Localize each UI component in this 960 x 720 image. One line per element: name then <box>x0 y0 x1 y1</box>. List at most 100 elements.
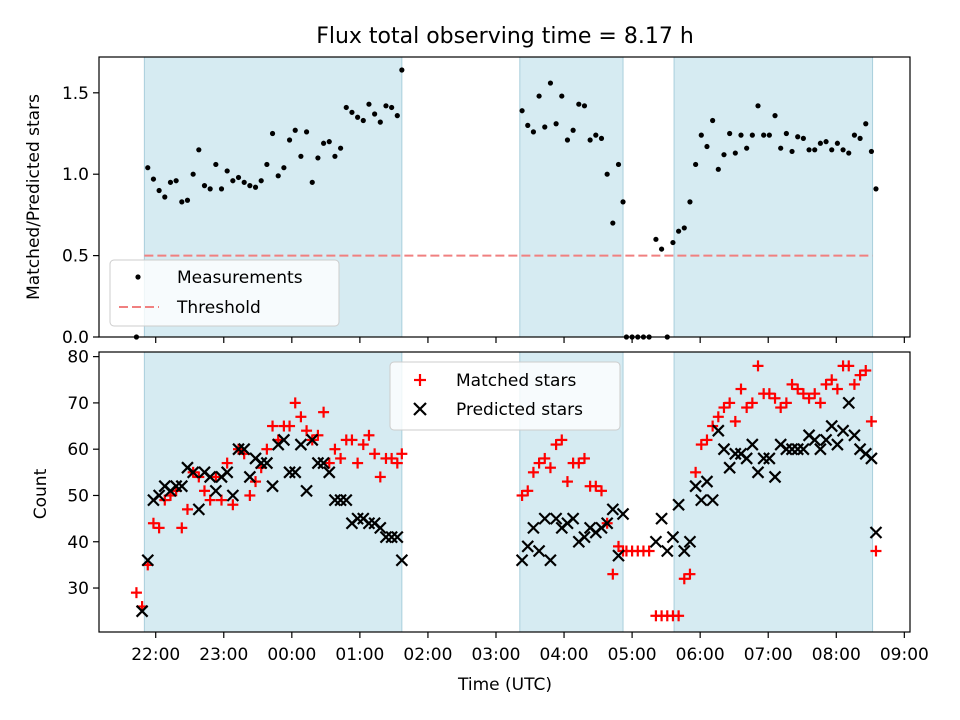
ratio-panel: 0.0 0.5 1.0 1.5 Matched/Predicted stars Mea… <box>24 56 911 348</box>
x-tick-label: 05:00 <box>608 645 657 665</box>
measurement-point <box>247 183 253 189</box>
measurement-point <box>241 179 247 185</box>
measurement-point <box>286 137 293 143</box>
matched-stars-point <box>556 434 568 446</box>
x-tick-label: 04:00 <box>540 645 589 665</box>
predicted-stars-marker-b <box>751 466 765 479</box>
predicted-stars-marker-b <box>243 470 257 484</box>
measurement-point <box>377 119 383 125</box>
count-y-tick-label: 30 <box>67 579 89 599</box>
matched-stars-point <box>550 439 562 451</box>
measurement-point <box>778 145 784 151</box>
matched-stars-point <box>848 378 860 390</box>
measurement-point <box>610 220 616 226</box>
count-y-tick-label: 60 <box>67 440 89 460</box>
observing-window-1 <box>143 351 403 633</box>
matched-stars-point <box>267 420 279 432</box>
predicted-stars-marker-b <box>317 456 330 470</box>
measurement-point <box>366 101 372 107</box>
matched-stars-point <box>329 443 341 455</box>
predicted-stars-marker-b <box>606 503 620 516</box>
x-tick-label: 08:00 <box>812 645 861 665</box>
matched-stars-point <box>763 388 775 400</box>
measurement-point <box>218 186 225 192</box>
matched-stars-point <box>786 378 798 390</box>
measurement-point <box>343 104 349 111</box>
predicted-stars-point <box>328 493 342 507</box>
predicted-stars-point <box>672 498 685 512</box>
predicted-stars-point <box>757 452 770 465</box>
predicted-stars-marker-b <box>322 466 336 479</box>
measurement-point <box>834 140 841 146</box>
predicted-stars-marker-b <box>678 544 691 558</box>
measurement-point <box>564 137 571 143</box>
predicted-stars-point <box>305 433 319 447</box>
measurement-point <box>190 171 196 177</box>
predicted-stars-marker-b <box>169 479 183 493</box>
measurement-point <box>710 117 716 124</box>
x-tick-label: 06:00 <box>676 645 725 665</box>
predicted-stars-marker-b <box>311 456 325 470</box>
predicted-stars-marker-b <box>266 479 279 493</box>
predicted-stars-marker-b <box>578 530 591 544</box>
predicted-stars-point <box>729 447 742 461</box>
predicted-stars-point <box>277 433 291 447</box>
x-tick-label: 03:00 <box>471 645 520 665</box>
matched-stars-point <box>335 452 347 464</box>
measurement-point <box>840 147 846 153</box>
matched-stars-point <box>181 503 193 515</box>
measurement-point <box>761 132 767 138</box>
matched-stars-point <box>301 425 313 437</box>
predicted-stars-point <box>869 526 883 539</box>
predicted-stars-marker-b <box>848 429 861 442</box>
matched-stars-point <box>701 434 713 446</box>
measurement-point <box>213 161 219 168</box>
matched-stars-point <box>673 610 685 622</box>
predicted-stars-point <box>288 466 302 479</box>
matched-stars-point <box>854 369 866 381</box>
count-y-tick-label: 80 <box>67 348 89 368</box>
matched-stars-point <box>860 365 872 377</box>
measurement-point <box>749 132 755 138</box>
predicted-stars-point <box>532 544 546 558</box>
measurement-point <box>196 147 202 153</box>
measurement-point <box>235 174 242 181</box>
predicted-stars-marker-b <box>566 512 580 525</box>
matched-stars-point <box>221 457 233 469</box>
matched-stars-point <box>374 471 386 483</box>
matched-stars-point <box>578 452 590 464</box>
predicted-stars-marker-b <box>780 442 793 456</box>
measurement-point <box>744 145 750 151</box>
measurement-point <box>167 179 174 185</box>
predicted-stars-point <box>515 553 529 567</box>
predicted-stars-marker-b <box>351 512 364 525</box>
predicted-stars-point <box>362 516 376 530</box>
predicted-stars-marker-b <box>785 442 799 456</box>
measurement-point <box>581 103 588 109</box>
measurement-point <box>179 199 185 205</box>
measurement-point <box>863 121 869 127</box>
predicted-stars-marker-b <box>549 512 563 525</box>
matched-stars-point <box>352 457 364 469</box>
count-panel: 30 40 50 60 70 80 22:00 23:00 00:00 01:00 02:00 03… <box>31 348 929 695</box>
count-y-tick-label: 40 <box>67 533 89 553</box>
matched-stars-point <box>718 402 730 414</box>
count-y-label: Count <box>31 468 51 519</box>
predicted-stars-point <box>220 466 234 479</box>
predicted-stars-marker-b <box>706 493 719 507</box>
predicted-stars-point <box>374 521 387 535</box>
count-y-tick-label: 70 <box>67 394 89 414</box>
predicted-stars-point <box>649 535 663 549</box>
observing-windows-top <box>143 56 874 338</box>
predicted-stars-point <box>527 521 540 535</box>
predicted-stars-marker-b <box>175 479 189 493</box>
legend-label-matched: Matched stars <box>456 371 576 391</box>
matched-stars-point <box>289 397 301 409</box>
predicted-stars-marker-b <box>544 553 557 567</box>
matched-stars-point <box>527 466 539 478</box>
matched-stars-point <box>803 392 815 404</box>
measurement-point <box>658 246 665 252</box>
predicted-stars-marker-b <box>819 433 833 447</box>
predicted-stars-marker-b <box>825 419 839 433</box>
measurement-point <box>846 150 852 156</box>
